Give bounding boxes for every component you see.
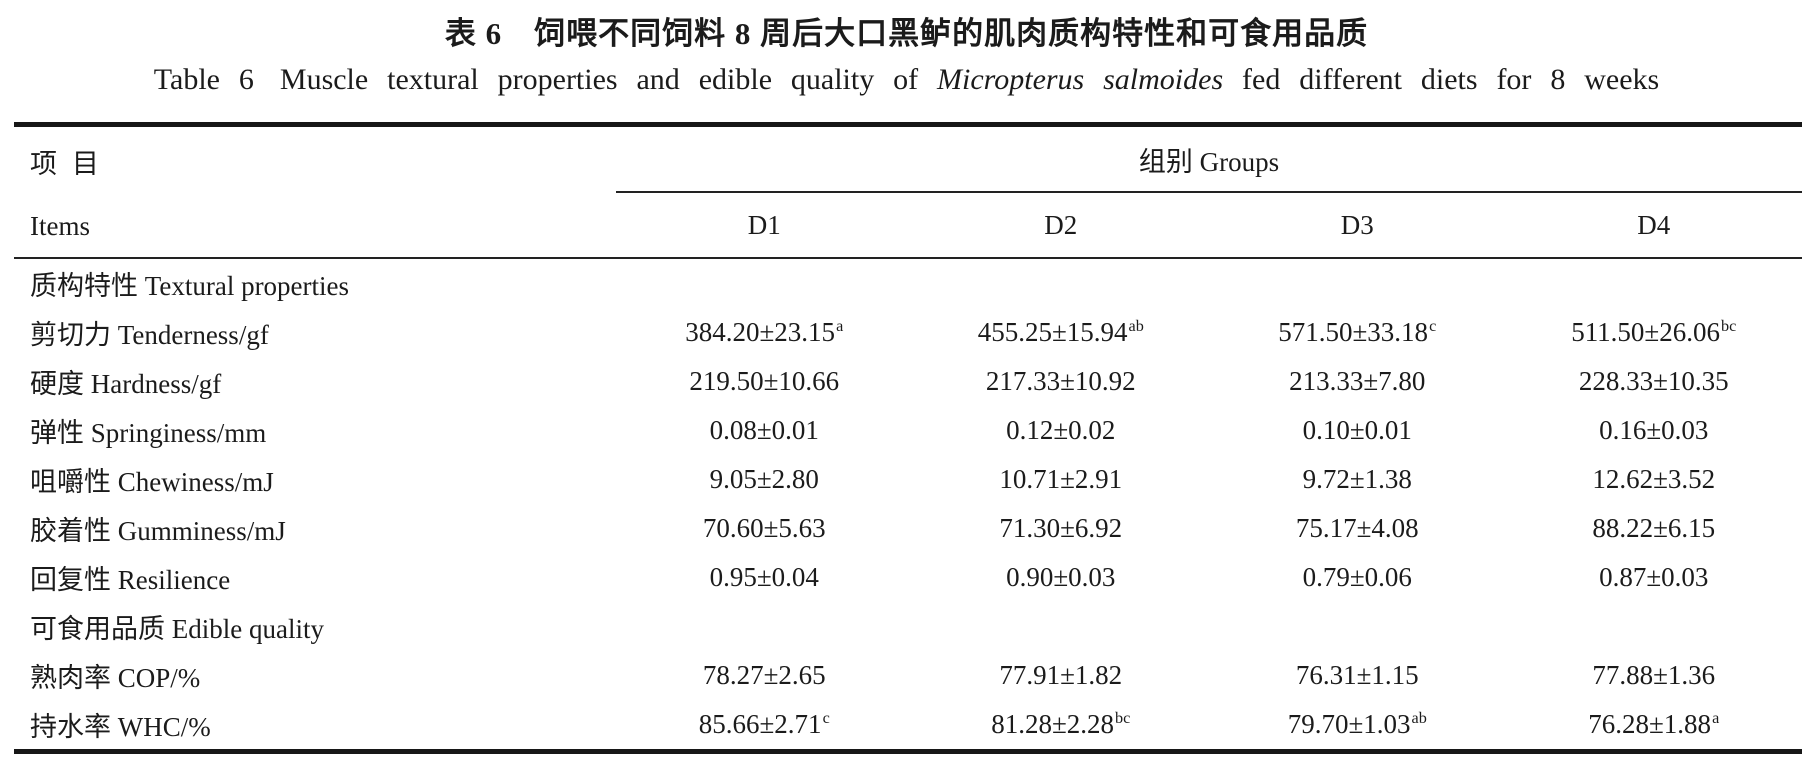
cell-value: 79.70±1.03ab — [1287, 709, 1427, 739]
cell-value: 78.27±2.65 — [702, 660, 826, 690]
cell-value: 70.60±5.63 — [702, 513, 826, 543]
cell-value: 0.08±0.01 — [709, 415, 819, 445]
cell-value: 0.16±0.03 — [1599, 415, 1709, 445]
cell-value: 75.17±4.08 — [1295, 513, 1419, 543]
table-row: 咀嚼性 Chewiness/mJ 9.05±2.80 10.71±2.91 9.72±… — [14, 455, 1802, 504]
column-header-d2: D2 — [912, 192, 1209, 259]
table-row: 硬度 Hardness/gf 219.50±10.66 217.33±10.92 21… — [14, 357, 1802, 406]
table-row: 弹性 Springiness/mm 0.08±0.01 0.12±0.02 0.10±… — [14, 406, 1802, 455]
cell-value: 0.87±0.03 — [1599, 562, 1709, 592]
cell-value: 0.10±0.01 — [1302, 415, 1412, 445]
significance-superscript: c — [1429, 317, 1437, 335]
cell-value: 9.72±1.38 — [1302, 464, 1412, 494]
cell-value: 0.90±0.03 — [1006, 562, 1116, 592]
table-body: 质构特性 Textural properties 剪切力 Tenderness/g… — [14, 258, 1802, 752]
cell-value: 12.62±3.52 — [1592, 464, 1716, 494]
table-row: 胶着性 Gumminess/mJ 70.60±5.63 71.30±6.92 75.1… — [14, 504, 1802, 553]
cell-value: 217.33±10.92 — [985, 366, 1136, 396]
header-row-groups: 项目 Items 组别 Groups — [14, 124, 1802, 259]
items-header-cell: 项目 Items — [14, 124, 616, 259]
cell-value: 213.33±7.80 — [1289, 366, 1426, 396]
cell-value: 511.50±26.06bc — [1571, 317, 1737, 347]
significance-superscript: bc — [1115, 709, 1131, 727]
species-name-italic: Micropterus salmoides — [937, 63, 1224, 96]
row-label: 持水率 WHC/% — [30, 712, 211, 742]
table-row: 熟肉率 COP/% 78.27±2.65 77.91±1.82 76.31±1.15 7… — [14, 651, 1802, 700]
row-label: 剪切力 Tenderness/gf — [30, 320, 269, 350]
cell-value: 571.50±33.18c — [1278, 317, 1437, 347]
significance-superscript: a — [836, 317, 844, 335]
row-label: 硬度 Hardness/gf — [30, 369, 222, 399]
items-header-zh: 项目 — [30, 149, 114, 179]
cell-value: 88.22±6.15 — [1592, 513, 1716, 543]
cell-value: 71.30±6.92 — [999, 513, 1123, 543]
cell-value: 0.12±0.02 — [1006, 415, 1116, 445]
groups-spanner-header: 组别 Groups — [616, 124, 1802, 193]
significance-superscript: bc — [1721, 317, 1737, 335]
row-label: 弹性 Springiness/mm — [30, 418, 267, 448]
table-title-en: Table 6 Muscle textural properties and ed… — [0, 56, 1813, 104]
section-label: 质构特性 Textural properties — [30, 271, 350, 301]
column-header-d4: D4 — [1505, 192, 1802, 259]
cell-value: 85.66±2.71c — [698, 709, 830, 739]
table-row: 回复性 Resilience 0.95±0.04 0.90±0.03 0.79±0.0… — [14, 553, 1802, 602]
results-table: 项目 Items 组别 Groups D1 D2 D3 D4 质构特性 Text… — [14, 122, 1802, 754]
column-header-d3: D3 — [1209, 192, 1506, 259]
significance-superscript: ab — [1411, 709, 1427, 727]
row-label: 熟肉率 COP/% — [30, 663, 201, 693]
table-title-zh: 表 6 饲喂不同饲料 8 周后大口黑鲈的肌肉质构特性和可食用品质 — [444, 16, 1369, 51]
column-header-d1: D1 — [616, 192, 913, 259]
items-header-inner: 项目 Items — [14, 127, 616, 257]
row-label: 胶着性 Gumminess/mJ — [30, 516, 286, 546]
cell-value: 77.91±1.82 — [999, 660, 1123, 690]
table-row: 剪切力 Tenderness/gf 384.20±23.15a 455.25±15.… — [14, 308, 1802, 357]
table-row: 持水率 WHC/% 85.66±2.71c 81.28±2.28bc 79.70±1.… — [14, 700, 1802, 752]
cell-value: 455.25±15.94ab — [977, 317, 1144, 347]
cell-value: 81.28±2.28bc — [991, 709, 1131, 739]
items-header-en: Items — [30, 211, 90, 241]
section-label: 可食用品质 Edible quality — [30, 614, 324, 644]
cell-value: 77.88±1.36 — [1592, 660, 1716, 690]
cell-value: 0.95±0.04 — [709, 562, 819, 592]
row-label: 回复性 Resilience — [30, 565, 231, 595]
significance-superscript: c — [822, 709, 830, 727]
row-label: 咀嚼性 Chewiness/mJ — [30, 467, 274, 497]
table-number-en: Table 6 — [153, 63, 254, 96]
section-row: 质构特性 Textural properties — [14, 258, 1802, 308]
title-en-pre: Muscle textural properties and edible qu… — [279, 63, 919, 96]
header-row-diets: D1 D2 D3 D4 — [14, 192, 1802, 259]
title-en-post: fed different diets for 8 weeks — [1242, 63, 1660, 96]
cell-value: 9.05±2.80 — [709, 464, 819, 494]
cell-value: 228.33±10.35 — [1578, 366, 1729, 396]
cell-value: 0.79±0.06 — [1302, 562, 1412, 592]
table-header: 项目 Items 组别 Groups D1 D2 D3 D4 — [14, 124, 1802, 259]
cell-value: 10.71±2.91 — [999, 464, 1123, 494]
significance-superscript: ab — [1128, 317, 1144, 335]
cell-value: 219.50±10.66 — [689, 366, 840, 396]
section-row: 可食用品质 Edible quality — [14, 602, 1802, 651]
significance-superscript: a — [1712, 709, 1720, 727]
cell-value: 76.31±1.15 — [1295, 660, 1419, 690]
cell-value: 76.28±1.88a — [1588, 709, 1720, 739]
cell-value: 384.20±23.15a — [685, 317, 844, 347]
